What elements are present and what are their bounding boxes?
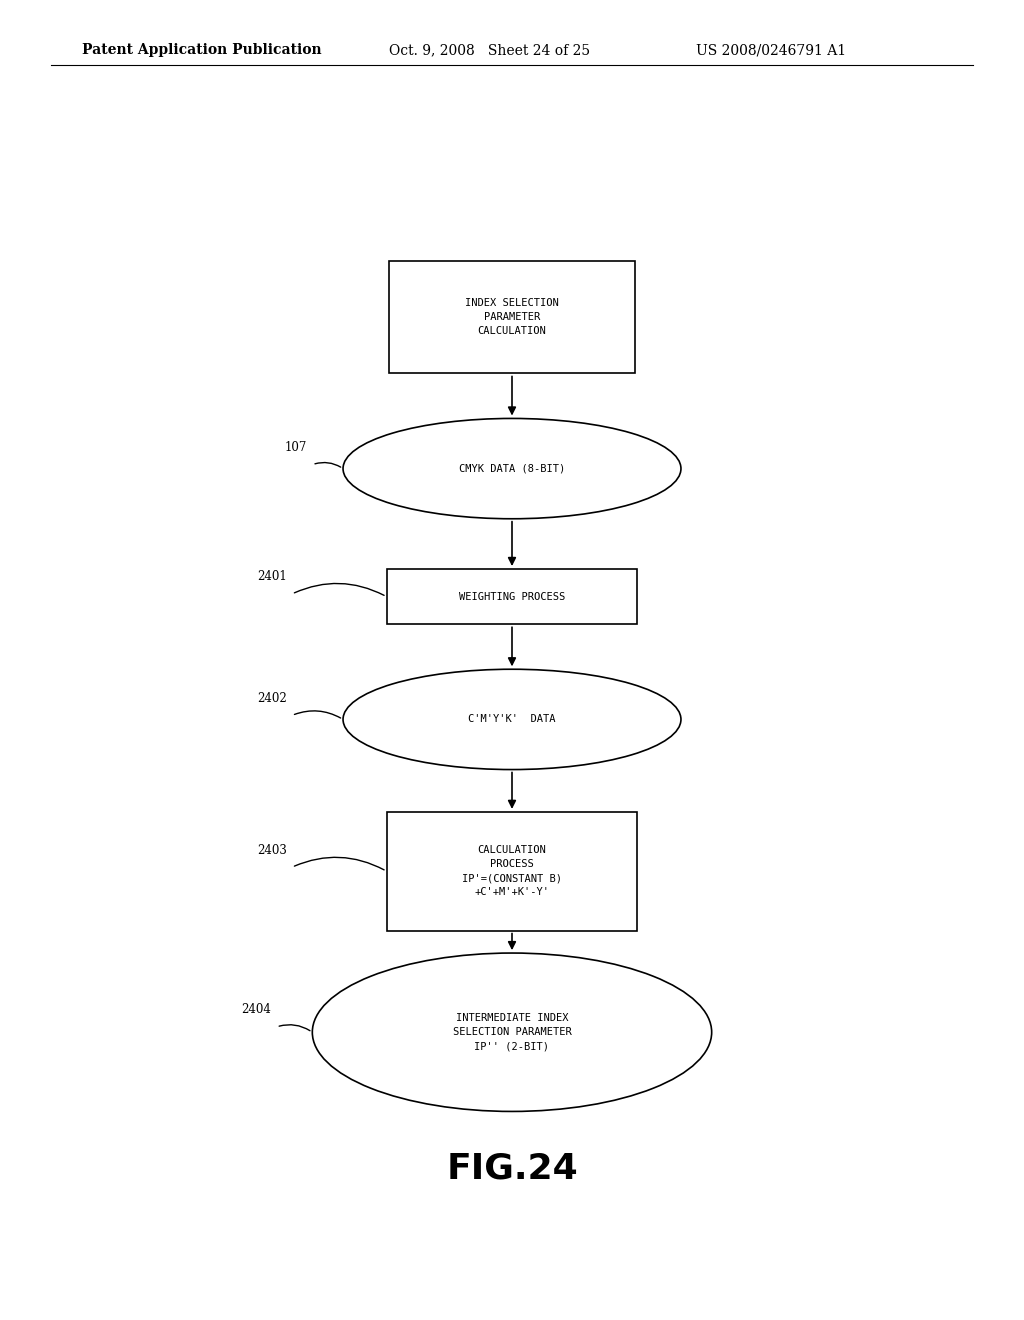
FancyBboxPatch shape: [387, 812, 637, 931]
Text: FIG.24: FIG.24: [446, 1151, 578, 1185]
Text: CMYK DATA (8-BIT): CMYK DATA (8-BIT): [459, 463, 565, 474]
Ellipse shape: [343, 669, 681, 770]
Text: US 2008/0246791 A1: US 2008/0246791 A1: [696, 44, 847, 57]
Text: INTERMEDIATE INDEX
SELECTION PARAMETER
IP'' (2-BIT): INTERMEDIATE INDEX SELECTION PARAMETER I…: [453, 1014, 571, 1051]
Text: 2402: 2402: [257, 692, 287, 705]
Text: 2401: 2401: [257, 570, 287, 583]
FancyBboxPatch shape: [387, 569, 637, 624]
Text: 2404: 2404: [242, 1003, 271, 1016]
Text: 107: 107: [285, 441, 307, 454]
Ellipse shape: [343, 418, 681, 519]
Text: WEIGHTING PROCESS: WEIGHTING PROCESS: [459, 591, 565, 602]
Ellipse shape: [312, 953, 712, 1111]
Text: Patent Application Publication: Patent Application Publication: [82, 44, 322, 57]
Text: C'M'Y'K'  DATA: C'M'Y'K' DATA: [468, 714, 556, 725]
FancyBboxPatch shape: [389, 261, 635, 372]
Text: Oct. 9, 2008   Sheet 24 of 25: Oct. 9, 2008 Sheet 24 of 25: [389, 44, 590, 57]
Text: CALCULATION
PROCESS
IP'=(CONSTANT B)
+C'+M'+K'-Y': CALCULATION PROCESS IP'=(CONSTANT B) +C'…: [462, 845, 562, 898]
Text: INDEX SELECTION
PARAMETER
CALCULATION: INDEX SELECTION PARAMETER CALCULATION: [465, 298, 559, 335]
Text: 2403: 2403: [257, 843, 287, 857]
